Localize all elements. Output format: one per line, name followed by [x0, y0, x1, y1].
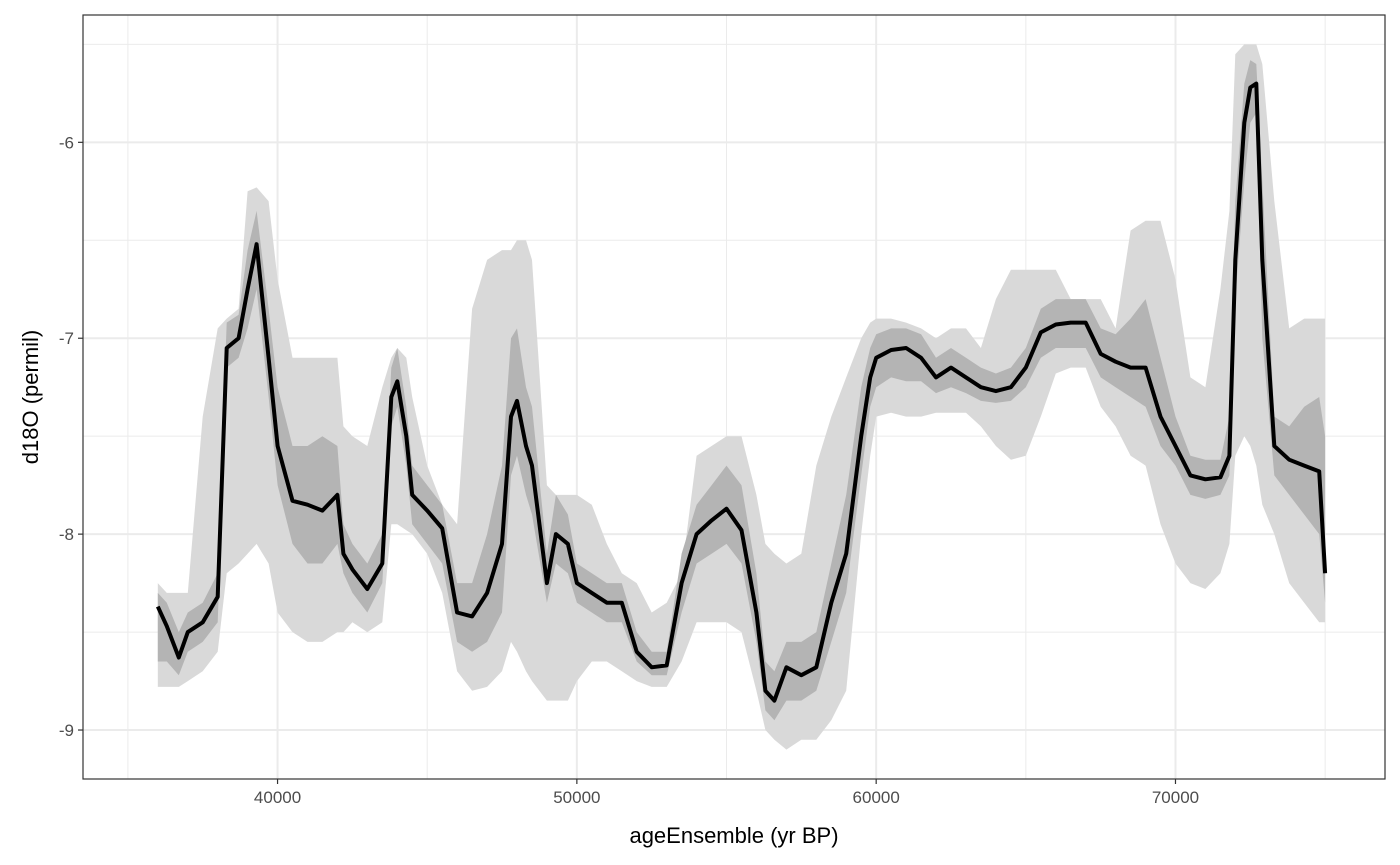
- x-tick-label: 60000: [853, 788, 900, 807]
- x-tick-label: 50000: [553, 788, 600, 807]
- y-tick-label: -8: [59, 525, 74, 544]
- median-line: [155, 81, 1328, 703]
- y-tick-label: -7: [59, 329, 74, 348]
- y-axis: -6 -7 -8 -9: [59, 133, 83, 740]
- x-axis-title: ageEnsemble (yr BP): [629, 823, 838, 848]
- x-tick-label: 70000: [1152, 788, 1199, 807]
- x-axis: 40000 50000 60000 70000: [254, 779, 1199, 807]
- y-axis-title: d18O (permil): [18, 330, 43, 464]
- panel-border: [82, 14, 1386, 780]
- x-tick-label: 40000: [254, 788, 301, 807]
- y-tick-label: -6: [59, 133, 74, 152]
- inner-ribbon-band: [157, 60, 1326, 721]
- y-tick-label: -9: [59, 721, 74, 740]
